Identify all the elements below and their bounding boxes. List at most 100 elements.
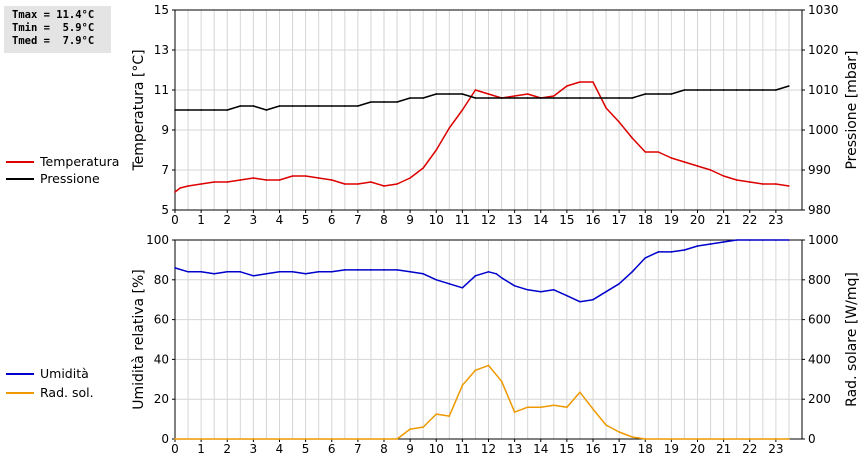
x-tick-label: 16 [585,213,600,227]
legend-label: Rad. sol. [40,385,94,400]
data-point [357,438,359,440]
x-tick-label: 2 [223,442,231,456]
legend-swatch-orange [6,391,34,394]
y-axis-label-right: Rad. solare [W/mq] [844,272,860,407]
data-point [513,97,516,99]
legend-item-pressione: Pressione [6,170,119,187]
x-tick-label: 1 [197,442,205,456]
data-point [226,181,229,183]
data-point [174,438,176,440]
x-tick-label: 1 [197,213,205,227]
data-point [513,285,516,287]
data-point [631,271,633,273]
y-tick-label-right: 1010 [808,83,839,97]
data-point [487,97,490,99]
data-point [422,97,425,99]
data-point [317,271,320,273]
data-point [670,93,673,95]
data-point [213,273,215,275]
x-tick-label: 16 [585,442,600,456]
data-point [644,151,647,153]
data-point [526,93,529,95]
tmed-label: Tmed = 7.9°C [12,35,95,47]
x-tick-label: 11 [455,442,470,456]
y-tick-label-left: 7 [161,163,169,177]
data-point [278,271,281,273]
data-point [775,183,777,185]
data-point [749,89,751,91]
data-point [474,275,477,277]
data-point [487,271,490,273]
x-tick-label: 7 [354,213,362,227]
data-point [409,428,411,430]
y-tick-label-left: 80 [154,273,169,287]
y-tick-label-left: 60 [154,313,169,327]
data-point [631,97,633,99]
x-tick-label: 8 [380,213,388,227]
data-point [775,438,777,440]
data-point [331,105,333,107]
x-tick-label: 13 [507,213,522,227]
data-point [213,109,215,111]
data-point [566,406,568,409]
data-point [409,271,411,273]
x-tick-label: 23 [768,442,783,456]
data-point [683,249,686,251]
legend-item-umidita: Umidità [6,363,94,384]
data-point [383,185,385,187]
x-tick-label: 22 [742,213,757,227]
data-point [187,109,189,111]
data-point [239,179,242,181]
x-tick-label: 12 [481,442,496,456]
data-point [683,89,686,91]
data-point [383,438,385,440]
data-point [448,415,451,417]
y-tick-label-left: 20 [154,392,169,406]
data-point [187,271,189,273]
data-point [788,85,790,87]
x-tick-label: 20 [690,213,705,227]
data-point [644,257,647,259]
data-point [409,177,411,179]
legend-swatch-red [6,160,34,163]
data-point [304,273,307,275]
x-tick-label: 20 [690,442,705,456]
x-tick-label: 21 [716,213,731,227]
data-point [461,384,464,387]
data-point [762,89,764,91]
data-point [722,438,725,440]
data-point [540,406,542,409]
data-point [213,181,215,183]
data-point [383,101,385,103]
x-tick-label: 18 [638,442,653,456]
data-point [540,290,542,293]
data-point [174,109,176,111]
y-tick-label-right: 1000 [808,233,839,247]
data-point [592,81,594,83]
data-point [396,101,398,103]
data-point [357,183,359,185]
x-tick-label: 22 [742,442,757,456]
data-point [579,300,581,303]
data-point [722,175,725,177]
data-point [174,267,176,269]
data-point [461,93,464,95]
data-point [448,93,451,95]
data-point [553,289,555,291]
x-tick-label: 4 [276,442,284,456]
data-point [540,97,542,99]
data-point [696,438,699,440]
data-point [487,93,490,95]
legend-label: Temperatura [40,154,120,169]
x-tick-label: 14 [533,213,548,227]
data-point [513,95,516,97]
y-tick-label-right: 200 [808,392,831,406]
x-tick-label: 6 [328,442,336,456]
data-point [461,109,464,111]
x-tick-label: 13 [507,442,522,456]
x-tick-label: 14 [533,442,548,456]
data-point [618,283,620,285]
y-tick-label-right: 980 [808,203,831,217]
data-point [500,380,503,383]
